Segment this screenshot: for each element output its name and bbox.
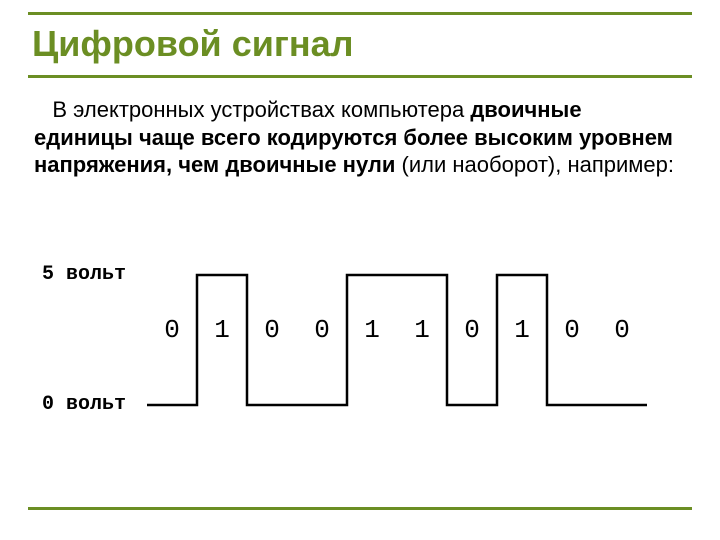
para-indent — [34, 97, 52, 122]
bit-label: 0 — [314, 315, 330, 345]
para-part2: (или наоборот), например: — [395, 152, 674, 177]
bit-label: 0 — [464, 315, 480, 345]
body-paragraph: В электронных устройствах компьютера дво… — [28, 78, 692, 179]
bit-label: 1 — [414, 315, 430, 345]
bit-label: 1 — [364, 315, 380, 345]
bit-label: 0 — [164, 315, 180, 345]
bit-label: 0 — [564, 315, 580, 345]
slide-title: Цифровой сигнал — [28, 15, 692, 78]
bit-label: 0 — [264, 315, 280, 345]
signal-waveform — [42, 255, 672, 435]
bit-label: 1 — [214, 315, 230, 345]
signal-diagram: 5 вольт 0 вольт 0100110100 — [42, 255, 670, 455]
bit-label: 1 — [514, 315, 530, 345]
bit-label: 0 — [614, 315, 630, 345]
para-part1: В электронных устройствах компьютера — [52, 97, 470, 122]
